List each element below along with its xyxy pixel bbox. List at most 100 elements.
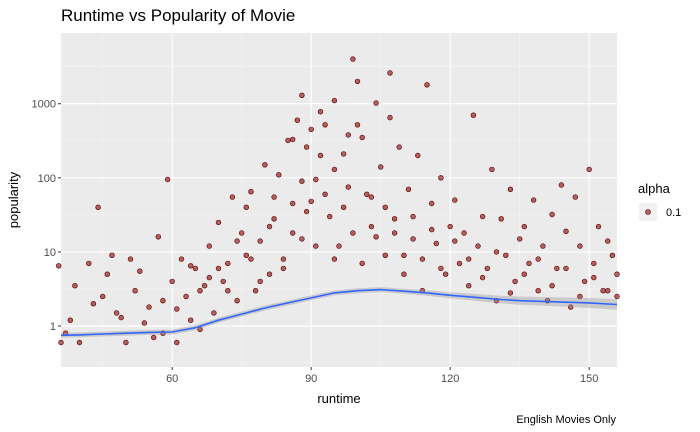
data-point: [174, 339, 180, 346]
legend-title: alpha: [638, 181, 671, 196]
data-point: [331, 256, 338, 262]
data-point: [206, 243, 213, 249]
data-point: [354, 78, 361, 85]
data-point: [290, 136, 296, 143]
data-point: [350, 230, 356, 236]
data-point: [86, 260, 92, 267]
data-point: [604, 238, 611, 244]
x-axis-ticks: 60 90 120 150: [166, 367, 598, 385]
data-point: [169, 278, 175, 285]
data-point: [498, 216, 504, 222]
data-point: [132, 288, 138, 294]
data-point: [503, 252, 509, 259]
y-axis-title: popularity: [6, 171, 21, 228]
data-point: [614, 271, 620, 277]
data-point: [512, 278, 518, 285]
data-point: [489, 166, 495, 173]
data-point: [262, 162, 268, 168]
data-point: [234, 238, 240, 244]
data-point: [331, 97, 338, 104]
data-point: [410, 213, 416, 220]
data-point: [113, 310, 120, 316]
data-point: [507, 290, 514, 296]
data-point: [345, 132, 351, 138]
data-point: [586, 166, 592, 173]
data-point: [438, 175, 444, 181]
data-point: [192, 265, 199, 272]
data-point: [419, 256, 426, 262]
data-point: [516, 236, 523, 242]
data-point: [313, 243, 319, 249]
data-point: [285, 137, 291, 144]
data-point: [466, 256, 472, 262]
smooth-confidence-band: [61, 287, 617, 338]
data-point: [336, 243, 342, 249]
data-point: [271, 194, 277, 200]
data-point: [410, 236, 416, 242]
x-axis-title: runtime: [317, 391, 360, 406]
data-point: [104, 271, 111, 277]
data-point: [299, 236, 305, 242]
data-point: [401, 271, 407, 277]
data-point: [141, 320, 148, 326]
data-point: [257, 278, 263, 285]
data-point: [364, 191, 370, 198]
data-point: [438, 265, 444, 272]
data-point: [563, 228, 569, 235]
data-point: [76, 339, 83, 346]
data-point: [299, 92, 305, 99]
data-point: [58, 339, 64, 346]
data-point: [243, 204, 250, 211]
x-tick-label: 60: [166, 373, 178, 385]
legend-label: 0.1: [666, 207, 681, 219]
data-point: [554, 265, 560, 272]
data-point: [493, 249, 500, 255]
y-tick-label: 1000: [32, 99, 56, 111]
data-point: [290, 200, 296, 207]
data-point: [294, 117, 300, 123]
legend-point: [645, 209, 651, 215]
data-point: [137, 268, 143, 274]
data-point: [257, 238, 263, 244]
data-point: [151, 334, 157, 341]
data-points: [55, 56, 620, 346]
data-point: [429, 226, 435, 233]
data-point: [327, 213, 333, 220]
data-point: [549, 283, 555, 289]
data-point: [178, 256, 185, 262]
data-point: [188, 263, 194, 269]
data-point: [484, 265, 490, 272]
chart-title: Runtime vs Popularity of Movie: [61, 6, 296, 25]
data-point: [479, 274, 486, 281]
data-point: [266, 271, 273, 277]
data-point: [248, 189, 254, 195]
data-point: [378, 164, 384, 170]
data-point: [549, 211, 555, 218]
data-point: [308, 198, 314, 205]
data-point: [303, 144, 310, 150]
data-point: [614, 293, 620, 300]
data-point: [591, 260, 597, 267]
data-point: [382, 204, 388, 211]
data-point: [521, 223, 527, 230]
data-point: [248, 256, 254, 262]
data-point: [317, 152, 324, 159]
data-point: [577, 293, 583, 300]
data-point: [368, 223, 375, 230]
plot-panel: [61, 33, 617, 367]
x-tick-label: 120: [441, 373, 459, 385]
grid-lines: [61, 33, 617, 367]
data-point: [595, 223, 602, 230]
data-point: [391, 216, 398, 222]
data-point: [183, 293, 189, 300]
data-point: [456, 260, 463, 267]
y-tick-label: 100: [38, 173, 56, 185]
data-point: [387, 70, 393, 76]
data-point: [401, 252, 407, 259]
data-point: [211, 310, 217, 316]
data-point: [577, 243, 583, 249]
data-point: [322, 122, 328, 128]
data-point: [322, 191, 328, 198]
data-point: [160, 298, 166, 304]
data-point: [558, 182, 565, 188]
